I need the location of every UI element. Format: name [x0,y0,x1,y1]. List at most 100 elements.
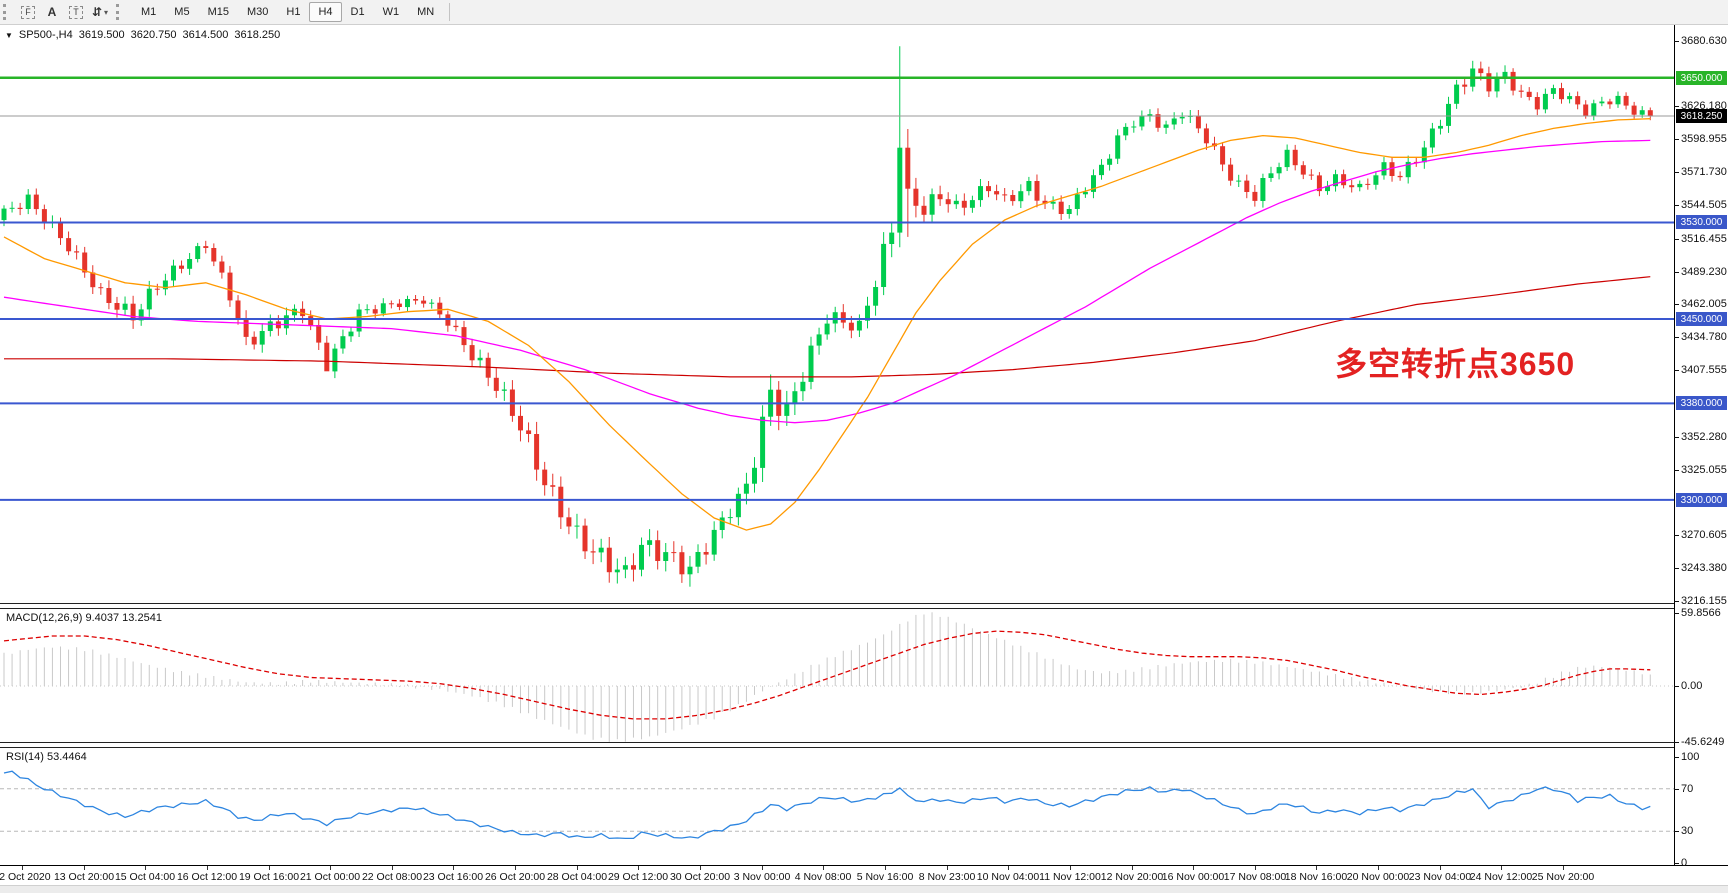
rsi-axis-tick [1674,831,1679,832]
price-axis-tick [1674,139,1679,140]
candles [1,46,1653,587]
time-axis-tick [330,866,331,870]
price-axis-label: 3571.730 [1681,166,1727,178]
price-axis-tick [1674,337,1679,338]
ma-slow-red-line[interactable] [4,276,1651,378]
time-axis-label: 16 Oct 12:00 [176,871,238,883]
ma-fast-orange-line[interactable] [3,118,1651,531]
time-axis-tick [885,866,886,870]
timeframe-toolbar-grip[interactable] [116,4,123,20]
macd-signal-line [3,630,1651,720]
label-tool-icon[interactable]: T [67,4,85,21]
toolbar-grip[interactable] [3,4,10,20]
timeframe-button-mn[interactable]: MN [417,6,435,18]
quote-collapse-arrow[interactable]: ▼ [5,30,13,40]
rsi-axis-tick [1674,789,1679,790]
fibo-tool-icon[interactable]: F [19,4,37,21]
price-axis-tick [1674,172,1679,173]
toolbar-separator [449,3,451,21]
time-axis-tick [453,866,454,870]
time-axis-tick [1255,866,1256,870]
time-axis-label: 12 Nov 20:00 [1100,871,1164,883]
price-axis-tick [1674,239,1679,240]
price-axis-label: 3270.605 [1681,529,1727,541]
price-axis-tick [1674,601,1679,602]
time-axis-tick [823,866,824,870]
price-badge-3300.000: 3300.000 [1676,493,1727,507]
time-axis-label: 16 Nov 00:00 [1161,871,1225,883]
arrows-tool-icon[interactable]: ⇵ ▾ [91,5,109,19]
macd-label: MACD(12,26,9) 9.4037 13.2541 [6,612,162,624]
pane-splitter-macd[interactable] [0,603,1728,609]
quote-close: 3618.250 [234,29,281,41]
time-axis-tick [22,866,23,870]
time-axis-label: 15 Oct 04:00 [114,871,176,883]
chart-area[interactable]: ▼ SP500-,H4 3619.500 3620.750 3614.500 3… [0,25,1728,893]
text-tool-icon[interactable]: A [47,5,57,19]
timeframe-button-h4[interactable]: H4 [309,2,342,22]
time-axis-tick [1008,866,1009,870]
time-axis-tick [269,866,270,870]
macd-pane[interactable] [0,609,1674,742]
ma-mid-magenta-line[interactable] [3,139,1651,424]
toolbar: F A T ⇵ ▾ M1 M5 M15 M30 H1 H4 D1 W1 MN [0,0,1728,25]
timeframe-button-m5[interactable]: M5 [174,6,190,18]
price-axis-tick [1674,470,1679,471]
time-axis-tick [1070,866,1071,870]
time-axis-label: 21 Oct 00:00 [299,871,361,883]
quote-open: 3619.500 [78,29,125,41]
dropdown-caret-icon[interactable]: ▾ [104,7,109,17]
timeframe-button-h1[interactable]: H1 [286,6,301,18]
time-axis-tick [84,866,85,870]
price-axis-label: 3489.230 [1681,266,1727,278]
symbol-period-label: SP500-,H4 [18,29,73,41]
time-axis-tick [207,866,208,870]
time-axis-label: 30 Oct 20:00 [669,871,731,883]
rsi-pane[interactable] [0,748,1674,865]
time-axis-label: 12 Oct 2020 [0,871,51,883]
price-axis-tick [1674,568,1679,569]
price-axis-label: 3680.630 [1681,35,1727,47]
time-axis-label: 26 Oct 20:00 [484,871,546,883]
time-axis-label: 5 Nov 16:00 [856,871,914,883]
price-axis-tick [1674,437,1679,438]
price-badge-3650.000: 3650.000 [1676,71,1727,85]
timeframe-button-m30[interactable]: M30 [246,6,269,18]
price-badge-3618.250: 3618.250 [1676,109,1727,123]
timeframe-button-d1[interactable]: D1 [350,6,365,18]
rsi-axis-tick [1674,757,1679,758]
rsi-label: RSI(14) 53.4464 [6,751,87,763]
time-axis-label: 22 Oct 08:00 [361,871,423,883]
time-axis-tick [1316,866,1317,870]
macd-axis-label: 59.8566 [1681,607,1721,619]
main-price-pane[interactable] [0,25,1674,603]
drawing-tools-group: F A T ⇵ ▾ [15,4,113,21]
macd-histogram [3,612,1651,742]
text-annotation[interactable]: 多空转折点3650 [1335,346,1576,382]
time-axis-label: 23 Nov 04:00 [1408,871,1472,883]
price-axis-tick [1674,535,1679,536]
price-axis-tick [1674,41,1679,42]
price-axis-tick [1674,205,1679,206]
time-axis-tick [638,866,639,870]
time-axis-label: 17 Nov 08:00 [1223,871,1287,883]
rsi-line [3,770,1651,840]
timeframe-button-m1[interactable]: M1 [141,6,157,18]
timeframe-group: M1 M5 M15 M30 H1 H4 D1 W1 MN [132,2,443,22]
time-axis-label: 18 Nov 16:00 [1284,871,1348,883]
bottom-strip [0,885,1728,893]
timeframe-button-m15[interactable]: M15 [207,6,229,18]
time-axis-label: 8 Nov 23:00 [918,871,976,883]
pane-splitter-rsi[interactable] [0,742,1728,748]
price-axis[interactable] [1674,25,1728,865]
price-badge-3530.000: 3530.000 [1676,215,1727,229]
time-axis-label: 4 Nov 08:00 [794,871,852,883]
time-axis-tick [762,866,763,870]
price-axis-tick [1674,304,1679,305]
time-axis-label: 24 Nov 12:00 [1469,871,1533,883]
price-badge-3380.000: 3380.000 [1676,396,1727,410]
timeframe-button-w1[interactable]: W1 [382,6,400,18]
quote-header: ▼ SP500-,H4 3619.500 3620.750 3614.500 3… [5,29,280,41]
time-axis-tick [1563,866,1564,870]
